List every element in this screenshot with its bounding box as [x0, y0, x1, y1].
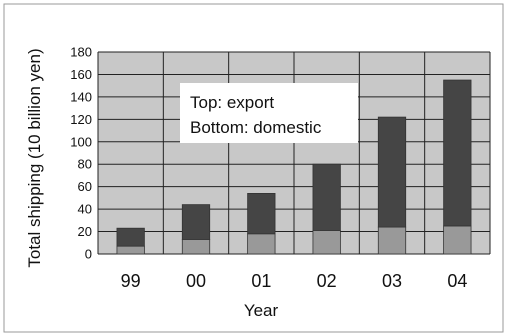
x-tick-label-01: 01: [251, 271, 271, 291]
bar-domestic-03: [377, 226, 407, 255]
bar-domestic-04: [443, 225, 472, 255]
bar-domestic-01: [247, 233, 276, 255]
y-tick-label: 180: [70, 45, 92, 60]
annotation-background: [180, 83, 358, 143]
y-axis-label: Total shipping (10 billion yen): [25, 48, 44, 267]
y-tick-label: 20: [78, 224, 92, 239]
y-tick-label: 120: [70, 112, 92, 127]
annotation-top-export: Top: export: [190, 93, 274, 112]
bar-export-04: [443, 79, 472, 227]
y-tick-labels: 0 20 40 60 80 100 120 140 160 180: [70, 45, 92, 262]
x-tick-label-99: 99: [121, 271, 141, 291]
y-tick-label: 0: [85, 247, 92, 262]
bar-export-99: [116, 227, 145, 247]
bars: [116, 79, 472, 255]
x-tick-label-00: 00: [186, 271, 206, 291]
annotation-bottom-domestic: Bottom: domestic: [190, 118, 322, 137]
y-tick-label: 60: [78, 179, 92, 194]
x-tick-label-02: 02: [317, 271, 337, 291]
bar-export-02: [312, 163, 341, 231]
y-tick-label: 160: [70, 67, 92, 82]
x-tick-label-03: 03: [382, 271, 402, 291]
y-tick-label: 80: [78, 157, 92, 172]
x-axis-label: Year: [244, 301, 279, 320]
annotation-box: Top: export Bottom: domestic: [180, 83, 358, 143]
x-tick-labels: 99 00 01 02 03 04: [121, 271, 468, 291]
bar-export-03: [377, 116, 407, 228]
y-tick-label: 140: [70, 89, 92, 104]
y-tick-label: 40: [78, 202, 92, 217]
bar-export-01: [247, 192, 276, 235]
x-tick-label-04: 04: [447, 271, 467, 291]
y-tick-label: 100: [70, 134, 92, 149]
bar-export-00: [181, 204, 211, 240]
bar-domestic-00: [181, 239, 211, 255]
bar-domestic-02: [312, 230, 341, 255]
bar-domestic-99: [116, 245, 145, 255]
